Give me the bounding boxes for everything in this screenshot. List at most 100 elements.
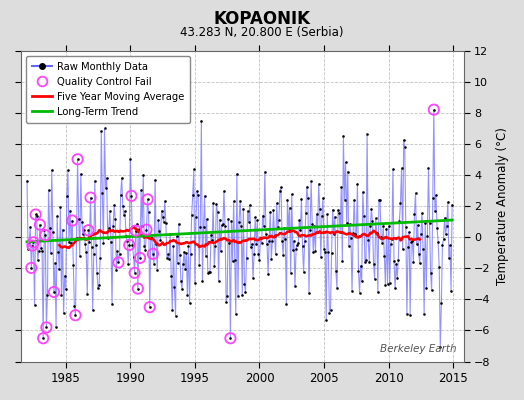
- Point: [238, 292, 246, 298]
- Point: [106, 208, 114, 215]
- Point: [268, 238, 277, 244]
- Point: [212, 200, 221, 207]
- Point: [68, 217, 77, 224]
- Point: [434, 239, 442, 245]
- Point: [35, 247, 43, 254]
- Point: [251, 214, 259, 220]
- Point: [137, 187, 145, 194]
- Point: [267, 256, 276, 262]
- Point: [263, 240, 271, 247]
- Point: [117, 174, 126, 181]
- Point: [52, 324, 60, 330]
- Point: [258, 212, 267, 219]
- Point: [346, 220, 354, 227]
- Point: [291, 283, 299, 290]
- Point: [296, 227, 304, 234]
- Point: [90, 251, 98, 257]
- Point: [353, 180, 362, 187]
- Point: [105, 224, 113, 231]
- Point: [358, 189, 367, 195]
- Point: [437, 300, 445, 306]
- Point: [201, 253, 210, 259]
- Point: [298, 243, 307, 250]
- Point: [58, 227, 67, 233]
- Point: [438, 241, 446, 248]
- Point: [279, 252, 287, 258]
- Point: [162, 219, 170, 226]
- Point: [138, 223, 146, 229]
- Point: [373, 230, 381, 236]
- Point: [130, 270, 139, 276]
- Point: [256, 235, 265, 241]
- Point: [368, 218, 377, 225]
- Point: [333, 284, 341, 291]
- Point: [143, 226, 151, 233]
- Point: [282, 301, 291, 307]
- Point: [399, 137, 408, 143]
- Point: [227, 218, 236, 224]
- Point: [83, 290, 92, 297]
- Point: [219, 221, 227, 228]
- Point: [409, 258, 418, 265]
- Point: [139, 172, 147, 178]
- Point: [31, 211, 40, 218]
- Point: [59, 310, 68, 317]
- Point: [149, 251, 157, 257]
- Point: [313, 228, 322, 235]
- Point: [154, 217, 162, 224]
- Point: [271, 251, 280, 258]
- Point: [445, 255, 453, 262]
- Point: [336, 228, 344, 235]
- Point: [118, 203, 127, 209]
- Point: [128, 242, 137, 248]
- Point: [351, 230, 359, 237]
- Point: [354, 268, 363, 274]
- Point: [226, 335, 235, 342]
- Point: [129, 254, 138, 260]
- Point: [98, 190, 106, 196]
- Point: [64, 167, 72, 174]
- Point: [375, 196, 383, 203]
- Point: [185, 300, 194, 307]
- Point: [215, 216, 224, 223]
- Point: [257, 240, 266, 246]
- Point: [299, 269, 308, 276]
- Y-axis label: Temperature Anomaly (°C): Temperature Anomaly (°C): [496, 127, 509, 285]
- Point: [431, 208, 439, 214]
- Point: [147, 235, 155, 241]
- Point: [427, 270, 435, 276]
- Point: [422, 284, 431, 291]
- Point: [425, 220, 434, 226]
- Text: 43.283 N, 20.800 E (Serbia): 43.283 N, 20.800 E (Serbia): [180, 26, 344, 39]
- Point: [110, 202, 118, 208]
- Point: [125, 242, 134, 248]
- Point: [304, 195, 312, 201]
- Point: [335, 209, 343, 216]
- Point: [36, 222, 44, 228]
- Point: [73, 156, 82, 162]
- Point: [312, 211, 321, 217]
- Point: [378, 240, 386, 246]
- Point: [280, 225, 288, 231]
- Point: [216, 248, 225, 255]
- Point: [50, 289, 58, 295]
- Point: [63, 192, 71, 199]
- Point: [89, 306, 97, 313]
- Point: [188, 212, 196, 218]
- Point: [151, 176, 159, 183]
- Point: [40, 226, 48, 233]
- Point: [29, 239, 38, 246]
- Point: [167, 273, 176, 280]
- Point: [190, 166, 198, 173]
- Point: [77, 171, 85, 177]
- Point: [286, 204, 294, 211]
- Point: [314, 181, 323, 187]
- Point: [51, 260, 59, 266]
- Point: [232, 311, 240, 317]
- Point: [315, 206, 324, 212]
- Point: [38, 248, 46, 254]
- Point: [239, 206, 247, 212]
- Point: [203, 216, 211, 222]
- Point: [225, 240, 234, 246]
- Point: [243, 254, 251, 261]
